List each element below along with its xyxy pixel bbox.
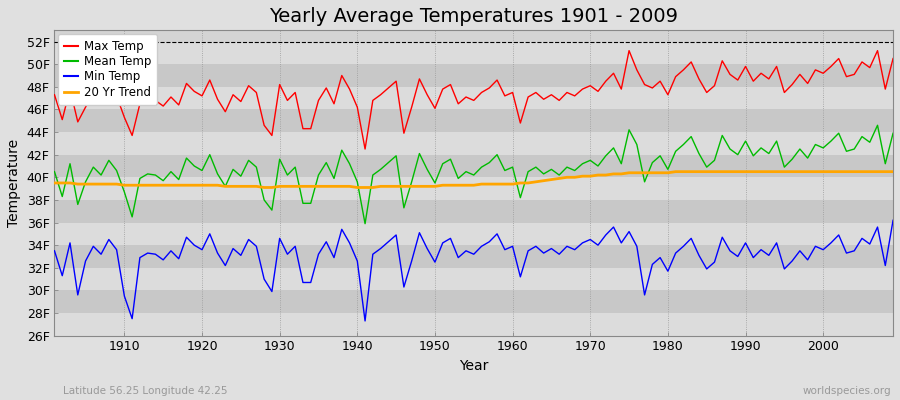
Bar [55, 64, 893, 87]
Bar [55, 132, 893, 155]
Text: worldspecies.org: worldspecies.org [803, 386, 891, 396]
Legend: Max Temp, Mean Temp, Min Temp, 20 Yr Trend: Max Temp, Mean Temp, Min Temp, 20 Yr Tre… [58, 34, 158, 105]
Bar [55, 87, 893, 110]
Y-axis label: Temperature: Temperature [7, 139, 21, 227]
Text: Latitude 56.25 Longitude 42.25: Latitude 56.25 Longitude 42.25 [63, 386, 228, 396]
X-axis label: Year: Year [459, 359, 489, 373]
Bar [55, 200, 893, 222]
Bar [55, 177, 893, 200]
Bar [55, 42, 893, 64]
Bar [55, 222, 893, 245]
Bar [55, 155, 893, 177]
Bar [55, 268, 893, 290]
Bar [55, 290, 893, 313]
Bar [55, 313, 893, 336]
Title: Yearly Average Temperatures 1901 - 2009: Yearly Average Temperatures 1901 - 2009 [269, 7, 679, 26]
Bar [55, 110, 893, 132]
Bar [55, 245, 893, 268]
